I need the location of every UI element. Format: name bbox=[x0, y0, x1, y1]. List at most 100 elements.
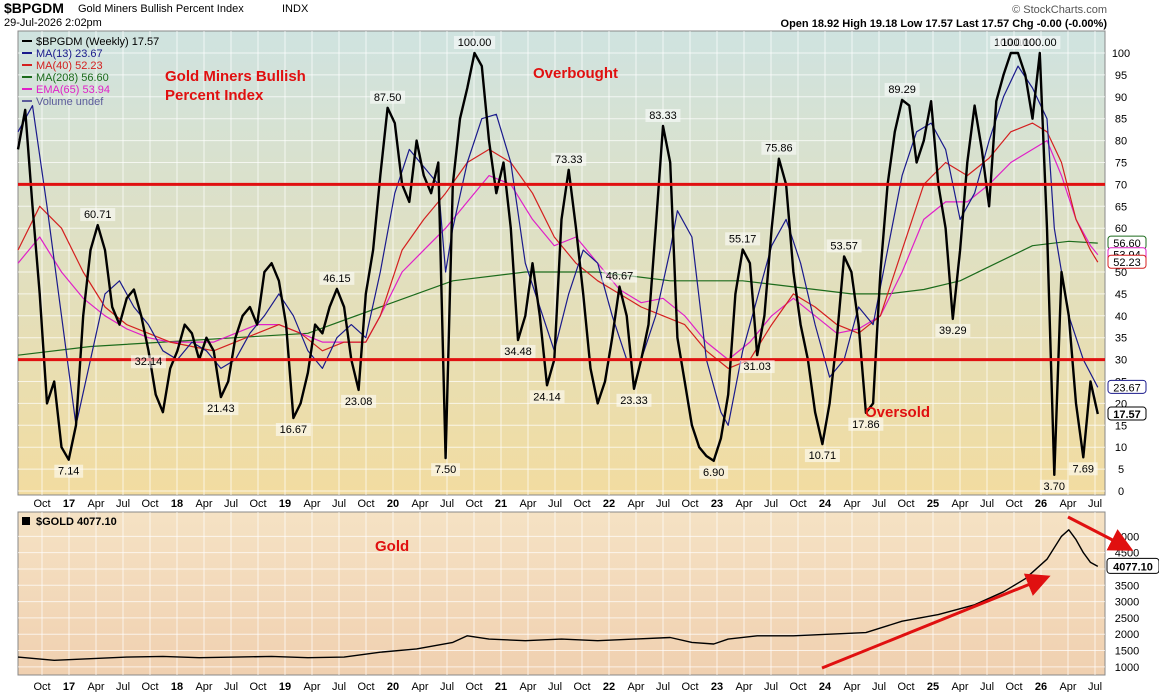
data-label: 23.33 bbox=[620, 395, 648, 407]
data-label-bg bbox=[699, 465, 729, 479]
last-value-badge-text: 52.23 bbox=[1113, 257, 1141, 269]
bottom-x-tick-label: Apr bbox=[87, 681, 104, 692]
annotation-overbought: Overbought bbox=[533, 65, 618, 82]
top-x-tick-label: 22 bbox=[603, 498, 615, 510]
annotation-title-line2: Percent Index bbox=[165, 87, 264, 104]
data-label-bg bbox=[341, 394, 377, 408]
data-label-bg bbox=[319, 271, 355, 285]
data-label-bg bbox=[431, 463, 460, 477]
legend-label: Volume undef bbox=[36, 96, 104, 108]
annotation-title-line1: Gold Miners Bullish bbox=[165, 68, 306, 85]
last-value-badge-text: 23.67 bbox=[1113, 382, 1141, 394]
data-label-bg bbox=[739, 360, 775, 374]
bottom-x-tick-label: Oct bbox=[465, 681, 482, 692]
top-x-tick-label: Jul bbox=[440, 498, 454, 510]
data-label: 6.90 bbox=[703, 467, 724, 479]
bottom-x-tick-label: Oct bbox=[681, 681, 698, 692]
data-label: 7.14 bbox=[58, 466, 79, 478]
top-y-tick-label: 40 bbox=[1115, 311, 1127, 323]
data-label: 24.14 bbox=[533, 391, 561, 403]
data-label: 7.50 bbox=[435, 464, 456, 476]
top-x-tick-label: Apr bbox=[303, 498, 320, 510]
data-label: 87.50 bbox=[374, 92, 402, 104]
data-label: 21.43 bbox=[207, 403, 235, 415]
data-label-bg bbox=[130, 355, 166, 369]
data-label: 83.33 bbox=[649, 110, 677, 122]
series-line-gold bbox=[17, 529, 1099, 661]
top-x-tick-label: Oct bbox=[897, 498, 914, 510]
top-x-tick-label: Apr bbox=[519, 498, 536, 510]
top-y-tick-label: 35 bbox=[1115, 333, 1127, 345]
top-panel-background bbox=[17, 30, 1106, 496]
top-y-tick-label: 90 bbox=[1115, 92, 1127, 104]
top-x-tick-label: Apr bbox=[1059, 498, 1076, 510]
data-label-bg bbox=[725, 232, 761, 246]
top-y-tick-label: 0 bbox=[1118, 486, 1124, 498]
last-value-badge-text: 56.60 bbox=[1113, 238, 1141, 250]
data-label: 55.17 bbox=[729, 233, 757, 245]
bottom-y-tick-label: 3500 bbox=[1115, 580, 1139, 592]
legend-label: $GOLD 4077.10 bbox=[36, 516, 117, 528]
last-value-badge bbox=[1107, 406, 1147, 421]
top-x-tick-label: Oct bbox=[465, 498, 482, 510]
top-x-tick-label: 24 bbox=[819, 498, 832, 510]
data-label: 89.29 bbox=[888, 84, 916, 96]
legend-label: $BPGDM (Weekly) 17.57 bbox=[36, 36, 159, 48]
data-label-bg bbox=[884, 82, 920, 96]
top-y-tick-label: 60 bbox=[1115, 223, 1127, 235]
watermark: © StockCharts.com bbox=[1012, 4, 1107, 16]
top-y-tick-label: 95 bbox=[1115, 70, 1127, 82]
bottom-x-tick-label: Jul bbox=[224, 681, 238, 692]
top-x-tick-label: Oct bbox=[33, 498, 50, 510]
top-y-tick-label: 70 bbox=[1115, 179, 1127, 191]
top-x-tick-label: Apr bbox=[627, 498, 644, 510]
bottom-y-tick-label: 1500 bbox=[1115, 646, 1139, 658]
data-label: 16.67 bbox=[280, 424, 308, 436]
top-x-tick-label: Jul bbox=[332, 498, 346, 510]
top-y-tick-label: 10 bbox=[1115, 442, 1127, 454]
bottom-x-tick-label: 26 bbox=[1035, 681, 1047, 692]
gold-last-value-text: 4077.10 bbox=[1113, 561, 1153, 573]
series-line-ma-208 bbox=[17, 240, 1098, 356]
series-line-ma-40 bbox=[17, 122, 1099, 369]
annotation-gold: Gold bbox=[375, 538, 409, 555]
bottom-x-tick-label: Jul bbox=[1088, 681, 1102, 692]
chart-exchange: INDX bbox=[282, 3, 309, 15]
uptrend-arrow bbox=[821, 573, 1051, 670]
top-x-tick-label: Jul bbox=[656, 498, 670, 510]
bottom-x-tick-label: Apr bbox=[303, 681, 320, 692]
chart-symbol: $BPGDM bbox=[4, 0, 64, 16]
data-label-bg bbox=[1068, 462, 1098, 476]
bottom-x-tick-label: 19 bbox=[279, 681, 291, 692]
last-value-badge bbox=[1107, 254, 1147, 269]
bottom-x-tick-label: Jul bbox=[872, 681, 886, 692]
top-y-tick-label: 5 bbox=[1118, 464, 1124, 476]
top-x-tick-label: 23 bbox=[711, 498, 723, 510]
bottom-y-tick-label: 2500 bbox=[1115, 613, 1139, 625]
data-label: 39.29 bbox=[939, 325, 967, 337]
bottom-panel-background bbox=[17, 511, 1106, 676]
data-label: 60.71 bbox=[84, 209, 112, 221]
bottom-y-tick-label: 4500 bbox=[1115, 548, 1139, 560]
bottom-x-tick-label: Jul bbox=[764, 681, 778, 692]
data-label-bg bbox=[529, 390, 565, 404]
bottom-x-tick-label: Apr bbox=[735, 681, 752, 692]
data-label: 46.15 bbox=[323, 273, 351, 285]
bottom-x-tick-label: Jul bbox=[656, 681, 670, 692]
legend-label: MA(40) 52.23 bbox=[36, 60, 103, 72]
top-x-tick-label: Jul bbox=[872, 498, 886, 510]
data-label-bg bbox=[645, 109, 681, 123]
last-value-badge-text: 17.57 bbox=[1113, 409, 1141, 421]
data-label-bg bbox=[1019, 36, 1061, 49]
bottom-x-tick-label: Jul bbox=[440, 681, 454, 692]
data-label: 31.03 bbox=[743, 361, 771, 373]
top-x-tick-label: Apr bbox=[195, 498, 212, 510]
top-x-tick-label: 20 bbox=[387, 498, 399, 510]
bottom-x-tick-label: Oct bbox=[897, 681, 914, 692]
downtrend-arrow bbox=[1067, 515, 1134, 551]
bottom-x-tick-label: 17 bbox=[63, 681, 75, 692]
top-x-tick-label: Apr bbox=[87, 498, 104, 510]
legend-label: MA(208) 56.60 bbox=[36, 72, 109, 84]
bottom-y-tick-label: 1000 bbox=[1115, 662, 1139, 674]
